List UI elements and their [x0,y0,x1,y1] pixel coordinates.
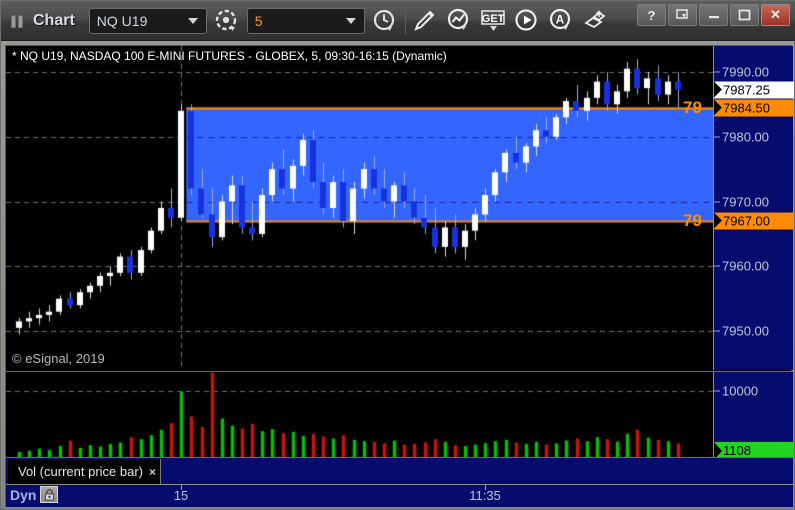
onchart-level-label: 79 [683,97,702,117]
price-axis-label: 7980.00 [722,129,769,145]
study-tab-volume[interactable]: Vol (current price bar) × [8,459,162,484]
current-price-tag: 7987.25 [714,81,794,99]
time-axis-tick [181,485,182,490]
volume-canvas [6,372,713,457]
clock-icon[interactable] [369,6,399,36]
window-title: Chart [11,12,75,30]
close-icon[interactable]: × [149,464,157,479]
minimize-button[interactable] [699,4,728,26]
price-axis-tick [714,330,720,332]
symbol-combo[interactable]: NQ U19 [88,7,207,34]
watermark-label: © eSignal, 2019 [12,351,105,366]
price-axis-label: 7960.00 [722,258,769,274]
price-level-tag[interactable]: 7984.50 [714,99,794,117]
chart-header-text: * NQ U19, NASDAQ 100 E-MINI FUTURES - GL… [12,49,447,63]
chevron-down-icon[interactable] [187,17,198,24]
price-axis-label: 7970.00 [722,194,769,210]
dynamic-status: Dyn [10,486,59,503]
toolbar-separator [404,7,406,34]
bar-chart-icon [11,13,27,28]
price-level-tag[interactable]: 7967.00 [714,212,794,230]
window-controls: ? ✕ [637,4,790,26]
maximize-button[interactable] [730,4,759,26]
time-axis-tick [485,485,486,490]
lock-icon[interactable] [40,486,59,503]
interval-combo[interactable]: 5 [246,7,365,34]
study-tab-row: Vol (current price bar) × [6,457,793,484]
chevron-down-icon[interactable] [345,17,356,24]
price-axis-label: 7990.00 [722,64,769,80]
dyn-label: Dyn [10,486,37,503]
study-tab-label: Vol (current price bar) [18,464,143,479]
volume-current-tag: 1108 [714,441,794,460]
svg-text:GET: GET [481,13,504,25]
price-axis-tick [714,71,720,73]
price-axis-tick [714,265,720,267]
layers-tool-icon[interactable] [580,6,610,36]
time-axis-label: 15 [173,488,189,503]
price-pane[interactable]: * NQ U19, NASDAQ 100 E-MINI FUTURES - GL… [6,46,713,370]
price-axis-tick [714,136,720,138]
price-canvas [6,46,713,370]
price-axis-label: 7950.00 [722,323,769,339]
symbol-gear-icon[interactable] [211,6,241,36]
time-axis-label: 11:35 [469,488,501,503]
price-axis[interactable]: 7990.00 7980.00 7970.00 7960.00 7950.00 7987.… [713,46,794,370]
toolbar: Chart NQ U19 5 [1,1,795,41]
close-button[interactable]: ✕ [761,4,790,26]
chart-area: * NQ U19, NASDAQ 100 E-MINI FUTURES - GL… [5,45,794,507]
study-tool-icon[interactable] [444,6,474,36]
get-tool-icon[interactable]: GET [478,6,508,36]
window-title-label: Chart [33,11,75,29]
onchart-level-label: 79 [683,210,702,230]
volume-axis[interactable]: 10000 1108 [713,371,794,460]
price-axis-tick [714,201,720,203]
help-button[interactable]: ? [637,4,666,26]
draw-tool-icon[interactable] [410,6,440,36]
volume-axis-tick [714,390,720,392]
volume-pane[interactable] [6,371,713,457]
volume-axis-label: 10000 [722,383,759,399]
playback-tool-icon[interactable] [512,6,542,36]
svg-text:A: A [555,12,564,26]
interval-value: 5 [254,12,263,29]
alert-tool-icon[interactable]: A [546,6,576,36]
symbol-value: NQ U19 [96,12,148,29]
restore-button[interactable] [668,4,697,26]
